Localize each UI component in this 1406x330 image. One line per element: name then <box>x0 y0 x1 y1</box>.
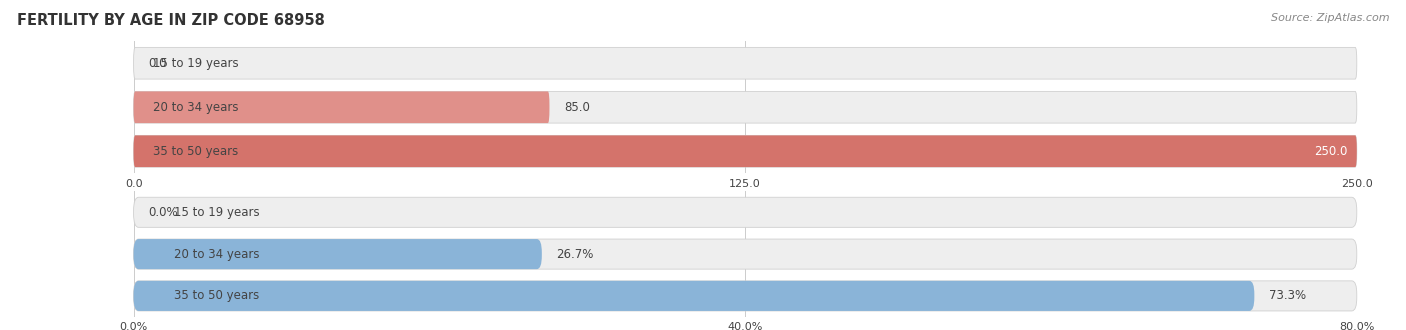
Text: 26.7%: 26.7% <box>557 248 593 261</box>
Text: 15 to 19 years: 15 to 19 years <box>153 57 239 70</box>
FancyBboxPatch shape <box>134 239 541 269</box>
FancyBboxPatch shape <box>134 197 1357 227</box>
Text: 20 to 34 years: 20 to 34 years <box>174 248 260 261</box>
FancyBboxPatch shape <box>134 91 550 123</box>
FancyBboxPatch shape <box>134 239 1357 269</box>
FancyBboxPatch shape <box>134 135 1357 167</box>
FancyBboxPatch shape <box>134 48 1357 79</box>
Text: 35 to 50 years: 35 to 50 years <box>174 289 259 302</box>
Text: 0.0%: 0.0% <box>148 206 179 219</box>
Text: Source: ZipAtlas.com: Source: ZipAtlas.com <box>1271 13 1389 23</box>
Text: 20 to 34 years: 20 to 34 years <box>153 101 239 114</box>
Text: 85.0: 85.0 <box>564 101 591 114</box>
Text: 250.0: 250.0 <box>1313 145 1347 158</box>
FancyBboxPatch shape <box>134 135 1357 167</box>
Text: 35 to 50 years: 35 to 50 years <box>153 145 239 158</box>
FancyBboxPatch shape <box>134 281 1254 311</box>
Text: 0.0: 0.0 <box>148 57 167 70</box>
Text: 73.3%: 73.3% <box>1270 289 1306 302</box>
Text: FERTILITY BY AGE IN ZIP CODE 68958: FERTILITY BY AGE IN ZIP CODE 68958 <box>17 13 325 28</box>
FancyBboxPatch shape <box>134 91 1357 123</box>
FancyBboxPatch shape <box>134 281 1357 311</box>
Text: 15 to 19 years: 15 to 19 years <box>174 206 260 219</box>
